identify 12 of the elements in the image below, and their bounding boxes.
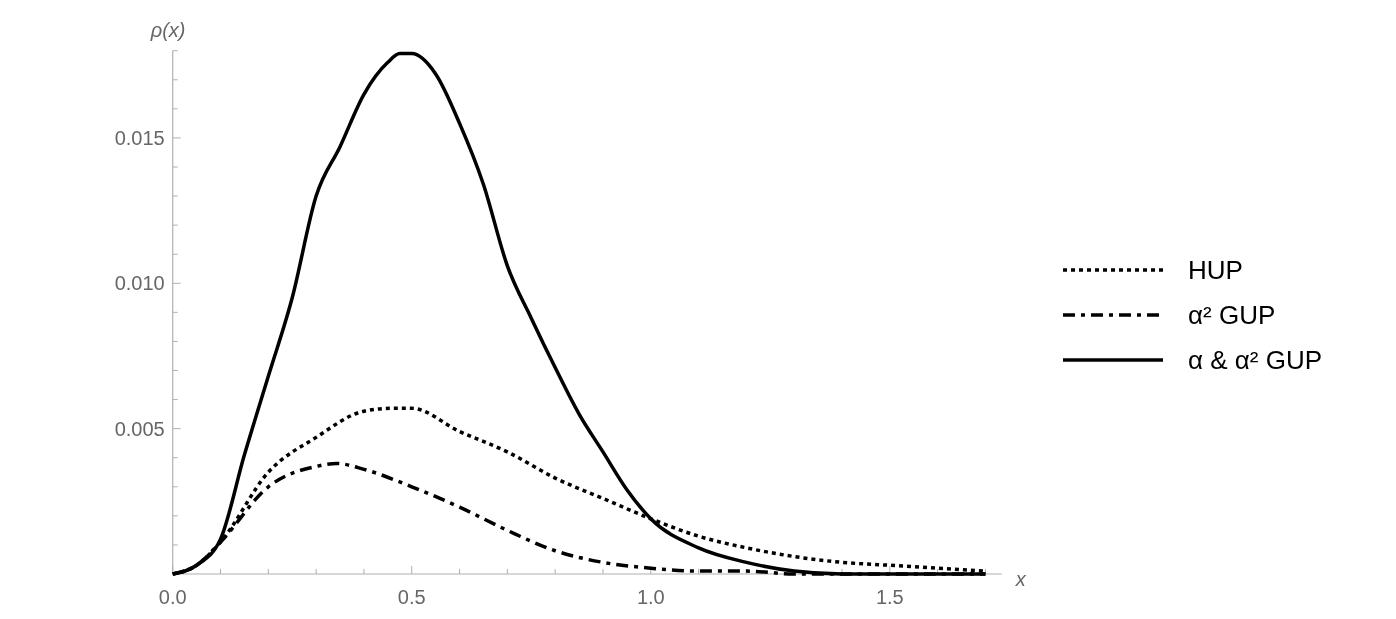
y-tick-label: 0.005 (114, 417, 165, 440)
y-tick-label: 0.015 (114, 126, 165, 149)
x-tick-label: 0.0 (158, 586, 187, 608)
x-tick-label: 1.0 (636, 586, 665, 608)
x-axis-title: x (1014, 568, 1027, 590)
y-axis-title: ρ(x) (149, 18, 186, 41)
y-tick-label: 0.010 (114, 272, 165, 295)
x-tick-label: 0.5 (397, 586, 426, 608)
legend-label: α² GUP (1188, 300, 1276, 330)
legend-label: α & α² GUP (1188, 345, 1323, 375)
x-tick-label: 1.5 (875, 586, 904, 608)
legend-label: HUP (1188, 255, 1243, 285)
